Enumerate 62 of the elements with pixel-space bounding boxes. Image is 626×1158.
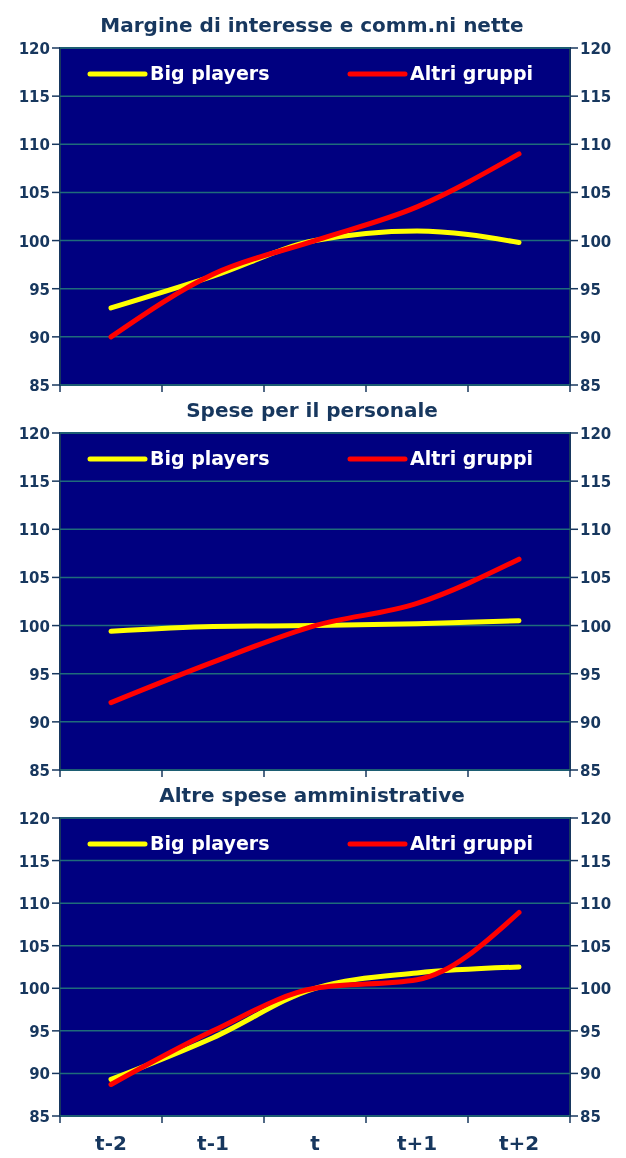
y2-tick-label: 105 — [580, 569, 612, 588]
x-tick-label: t-2 — [95, 1131, 127, 1155]
y2-tick-label: 105 — [580, 937, 612, 956]
y2-tick-label: 95 — [580, 665, 601, 684]
y2-tick-label: 90 — [580, 328, 601, 347]
y-tick-label: 120 — [18, 425, 50, 443]
y2-tick-label: 120 — [580, 40, 612, 58]
chart-title: Altre spese amministrative — [159, 783, 465, 807]
legend-label: Big players — [150, 447, 270, 469]
y2-tick-label: 120 — [580, 810, 612, 828]
legend-label: Big players — [150, 62, 270, 84]
y2-tick-label: 110 — [580, 136, 612, 155]
x-tick-label: t — [310, 1131, 321, 1155]
legend-label: Big players — [150, 832, 270, 854]
y-tick-label: 110 — [18, 136, 50, 155]
y-tick-label: 105 — [18, 937, 50, 956]
y-tick-label: 105 — [18, 569, 50, 588]
y2-tick-label: 115 — [580, 473, 612, 492]
y-tick-label: 120 — [18, 40, 50, 58]
chart-title: Margine di interesse e comm.ni nette — [100, 13, 524, 37]
legend-label: Altri gruppi — [410, 62, 534, 84]
y-tick-label: 120 — [18, 810, 50, 828]
y-tick-label: 95 — [29, 280, 50, 299]
legend-label: Altri gruppi — [410, 447, 534, 469]
y-tick-label: 115 — [18, 473, 50, 492]
y-tick-label: 85 — [29, 1108, 50, 1126]
y-tick-label: 100 — [18, 980, 50, 999]
y2-tick-label: 115 — [580, 852, 612, 871]
y2-tick-label: 120 — [580, 425, 612, 443]
y2-tick-label: 115 — [580, 88, 612, 107]
y-tick-label: 85 — [29, 377, 50, 395]
x-tick-label: t+2 — [498, 1131, 540, 1155]
y2-tick-label: 105 — [580, 184, 612, 203]
y2-tick-label: 90 — [580, 713, 601, 732]
y-tick-label: 95 — [29, 1022, 50, 1041]
y2-tick-label: 85 — [580, 1108, 601, 1126]
y-tick-label: 100 — [18, 617, 50, 636]
y2-tick-label: 100 — [580, 980, 612, 999]
y-tick-label: 85 — [29, 762, 50, 780]
y2-tick-label: 95 — [580, 1022, 601, 1041]
y2-tick-label: 110 — [580, 521, 612, 540]
y-tick-label: 115 — [18, 852, 50, 871]
y-tick-label: 115 — [18, 88, 50, 107]
y-tick-label: 110 — [18, 895, 50, 914]
y2-tick-label: 100 — [580, 232, 612, 251]
y2-tick-label: 110 — [580, 895, 612, 914]
y-tick-label: 105 — [18, 184, 50, 203]
y-tick-label: 90 — [29, 713, 50, 732]
x-tick-label: t-1 — [197, 1131, 229, 1155]
y-tick-label: 110 — [18, 521, 50, 540]
y-tick-label: 95 — [29, 665, 50, 684]
x-tick-label: t+1 — [396, 1131, 438, 1155]
y-tick-label: 100 — [18, 232, 50, 251]
y2-tick-label: 100 — [580, 617, 612, 636]
y-tick-label: 90 — [29, 1065, 50, 1084]
chart-title: Spese per il personale — [186, 398, 438, 422]
y-tick-label: 90 — [29, 328, 50, 347]
y2-tick-label: 90 — [580, 1065, 601, 1084]
y2-tick-label: 85 — [580, 377, 601, 395]
y2-tick-label: 85 — [580, 762, 601, 780]
y2-tick-label: 95 — [580, 280, 601, 299]
legend-label: Altri gruppi — [410, 832, 534, 854]
